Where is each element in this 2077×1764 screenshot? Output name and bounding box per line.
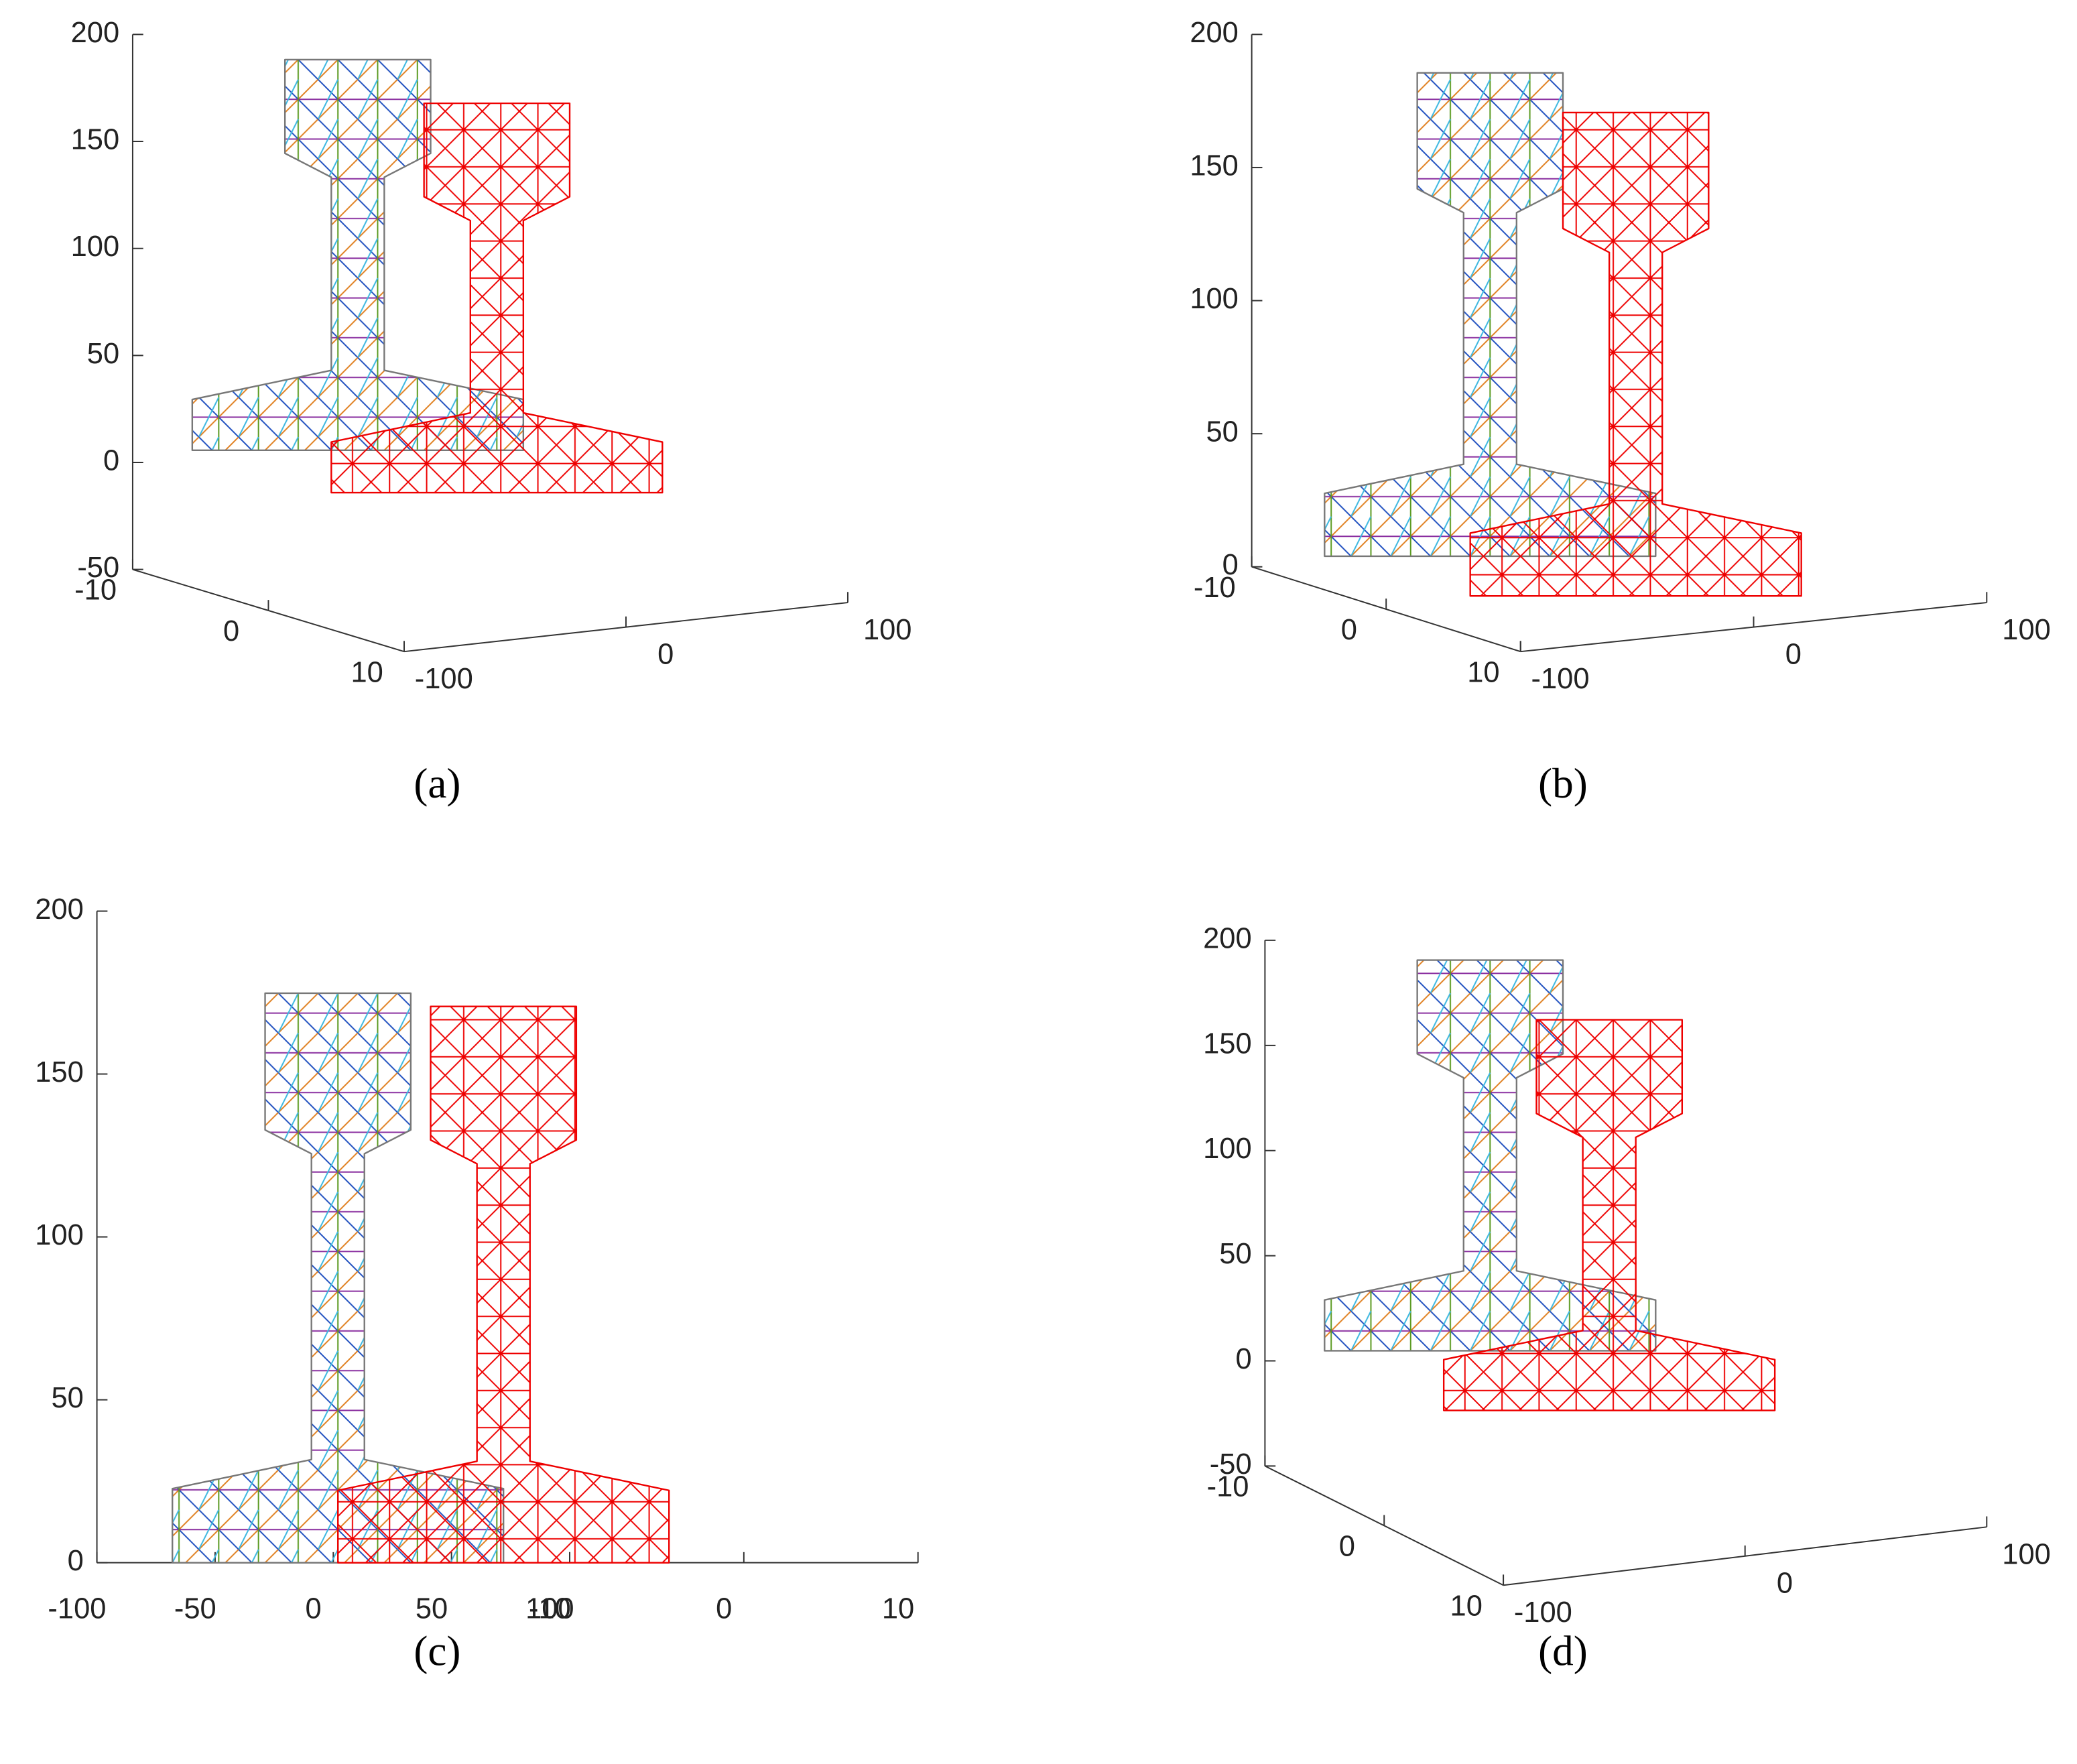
z-tick-label: 0 xyxy=(103,444,119,477)
y-tick-label: 10 xyxy=(1467,656,1499,688)
y-tick-label: -10 xyxy=(1194,572,1236,604)
x-tick-label: 0 xyxy=(657,639,674,671)
x-tick-label: 0 xyxy=(306,1592,322,1625)
x-tick-label: -100 xyxy=(1514,1596,1572,1629)
y-tick-label: -10 xyxy=(1207,1470,1249,1503)
z-tick-label: 0 xyxy=(1222,549,1239,581)
panel-caption: (a) xyxy=(414,760,460,807)
z-tick-label: 100 xyxy=(35,1219,84,1251)
x-tick-label: -100 xyxy=(415,663,473,695)
x-tick-label: 100 xyxy=(2002,1538,2051,1570)
rail-mesh xyxy=(330,102,664,494)
x-tick-label: 100 xyxy=(525,1592,574,1625)
panel-caption: (b) xyxy=(1538,760,1588,807)
rail-mesh xyxy=(1442,1019,1776,1411)
y-tick-label: 10 xyxy=(1450,1590,1483,1622)
panel-caption: (c) xyxy=(414,1627,460,1674)
x-tick-label: 0 xyxy=(1777,1568,1793,1600)
y-tick-label: 10 xyxy=(351,656,383,688)
y-tick-label: 10 xyxy=(882,1592,914,1625)
z-tick-label: 200 xyxy=(1190,17,1239,49)
z-tick-label: 50 xyxy=(1219,1238,1251,1270)
x-tick-label: -100 xyxy=(48,1592,106,1625)
z-tick-label: 0 xyxy=(68,1545,84,1577)
z-tick-label: 150 xyxy=(1190,149,1239,182)
z-tick-label: 200 xyxy=(1203,922,1252,954)
z-tick-label: 50 xyxy=(1206,416,1239,448)
z-tick-label: 150 xyxy=(71,124,120,156)
x-tick-label: 100 xyxy=(2002,614,2051,646)
panel-caption: (d) xyxy=(1538,1627,1588,1674)
z-tick-label: -50 xyxy=(1210,1448,1252,1480)
z-tick-label: 50 xyxy=(51,1382,83,1414)
z-tick-label: 0 xyxy=(1235,1343,1251,1375)
z-tick-label: -50 xyxy=(77,552,119,584)
x-tick-label: -100 xyxy=(1531,663,1590,695)
y-tick-label: -10 xyxy=(529,1592,571,1625)
y-tick-label: 0 xyxy=(716,1592,732,1625)
x-tick-label: -50 xyxy=(174,1592,216,1625)
z-tick-label: 150 xyxy=(1203,1027,1252,1060)
z-tick-label: 150 xyxy=(35,1056,84,1088)
x-tick-label: 100 xyxy=(863,614,912,646)
z-tick-label: 50 xyxy=(87,338,119,370)
y-tick-label: 0 xyxy=(223,615,239,647)
x-tick-label: 0 xyxy=(1785,639,1802,671)
rail-mesh xyxy=(337,1005,670,1564)
z-tick-label: 100 xyxy=(1203,1133,1252,1165)
z-tick-label: 100 xyxy=(71,231,120,263)
z-tick-label: 200 xyxy=(71,17,120,49)
z-tick-label: 100 xyxy=(1190,283,1239,315)
x-tick-label: 50 xyxy=(416,1592,448,1625)
rail-mesh xyxy=(1469,111,1802,597)
y-tick-label: -10 xyxy=(74,574,117,607)
z-tick-label: 200 xyxy=(35,893,84,926)
y-tick-label: 0 xyxy=(1339,1530,1355,1562)
y-tick-label: 0 xyxy=(1341,614,1357,646)
